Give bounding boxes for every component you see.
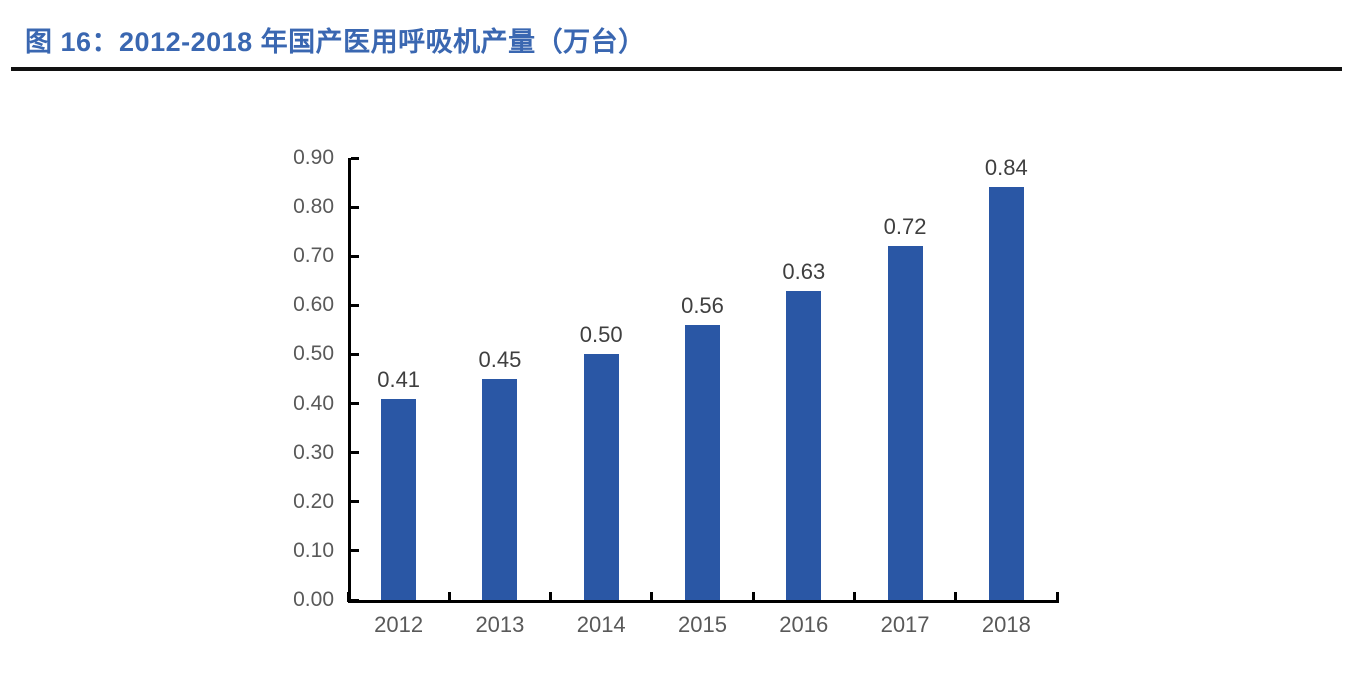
x-axis-tick [751,592,755,602]
bar-value-label: 0.50 [579,322,623,348]
y-axis-tick [351,156,359,160]
y-axis-tick [351,598,359,602]
y-tick-label: 0.70 [293,244,334,268]
y-tick-label: 0.20 [293,489,334,513]
x-tick-label: 2015 [678,612,727,637]
bar-value-label: 0.45 [478,347,522,372]
bar-value-label: 0.56 [681,292,724,318]
bar-value-label: 0.84 [984,155,1028,181]
x-tick-label: 2018 [981,612,1031,637]
y-tick-label: 0.90 [293,146,334,169]
x-tick-label: 2012 [374,612,424,637]
x-tick-label: 2017 [880,612,930,637]
y-tick-label: 0.40 [293,391,334,415]
y-tick-label: 0.80 [293,195,334,219]
y-tick-label: 0.10 [293,538,334,562]
bar-value-label: 0.41 [377,366,421,392]
x-axis-tick [447,592,451,602]
y-tick-label: 0.50 [293,342,334,366]
bar-value-label: 0.72 [883,214,927,240]
y-axis-tick [351,254,359,258]
x-axis-tick [346,592,350,602]
bar [988,187,1024,600]
y-tick-label: 0.60 [293,293,334,317]
x-axis-tick [954,592,958,602]
y-axis-tick [351,549,359,553]
bar [381,398,417,600]
x-axis-tick [650,592,654,602]
y-tick-label: 0.30 [293,440,334,464]
bar [786,290,822,600]
x-tick-label: 2014 [576,612,626,637]
y-axis-tick [351,402,359,406]
title-underline-rule [11,67,1342,71]
y-tick-label: 0.00 [293,588,334,611]
y-axis-tick [351,500,359,504]
x-tick-label: 2013 [475,612,525,637]
bar [583,354,619,600]
x-axis-tick [1055,592,1059,602]
figure-title: 图 16：2012-2018 年国产医用呼吸机产量（万台） [25,27,646,57]
x-tick-label: 2016 [779,612,829,637]
y-axis-line [348,158,351,603]
x-axis-tick [852,592,856,602]
y-axis-tick [351,352,359,356]
x-axis-line [348,600,1059,603]
bar-value-label: 0.63 [782,258,826,284]
y-axis-tick [351,451,359,455]
x-axis-tick [549,592,553,602]
bar [887,246,923,600]
y-axis-tick [351,303,359,307]
bar [685,324,720,600]
y-axis-tick [351,205,359,209]
bar [482,379,518,600]
